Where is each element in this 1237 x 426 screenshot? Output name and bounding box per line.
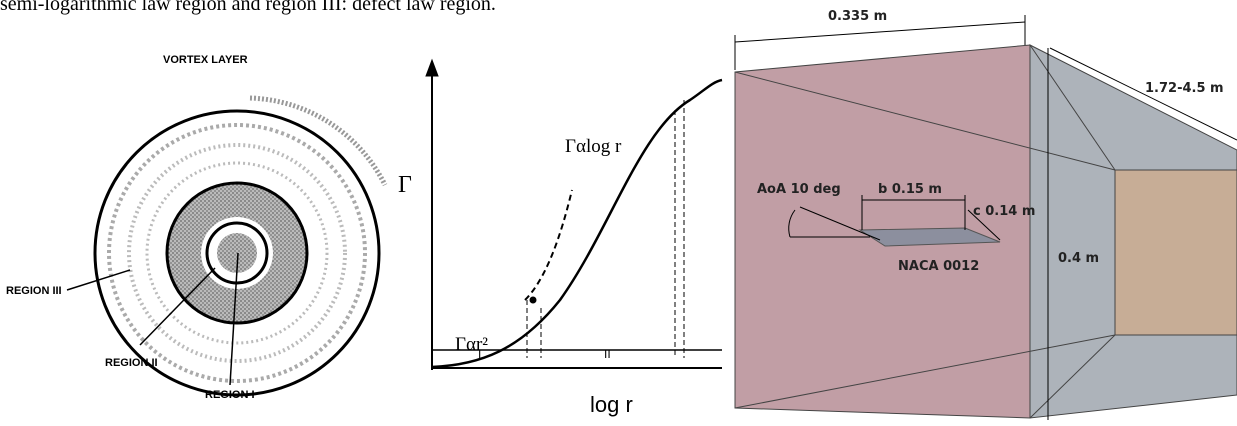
vortex-layer-label: VORTEX LAYER: [163, 54, 248, 66]
caption-fragment: semi-logarithmic law region and region I…: [0, 0, 496, 15]
y-axis-label: Γ: [398, 172, 412, 198]
page: {"caption_fragment": "semi-logarithmic l…: [0, 0, 1237, 426]
region-label: REGION I: [205, 389, 255, 401]
log-law-label: Γαlog r: [565, 136, 622, 157]
airfoil-label: NACA 0012: [898, 259, 979, 274]
region-label: II: [604, 347, 611, 361]
span-label: b 0.15 m: [878, 182, 942, 197]
chord-label: c 0.14 m: [973, 204, 1035, 219]
region-label: REGION II: [105, 357, 158, 369]
width-dimension: 0.335 m: [828, 9, 887, 24]
circulation-plot: [426, 60, 722, 370]
vortex-diagram: [67, 98, 385, 395]
square-law-label: Γαr²: [455, 334, 488, 355]
figure: semi-logarithmic law region and region I…: [0, 0, 1237, 426]
x-axis-label: log r: [590, 392, 633, 417]
height-dimension: 0.4 m: [1058, 251, 1099, 266]
region-label: REGION III: [6, 285, 62, 297]
length-dimension: 1.72-4.5 m: [1145, 81, 1224, 96]
aoa-label: AoA 10 deg: [757, 182, 841, 197]
region-label: I: [478, 347, 481, 361]
